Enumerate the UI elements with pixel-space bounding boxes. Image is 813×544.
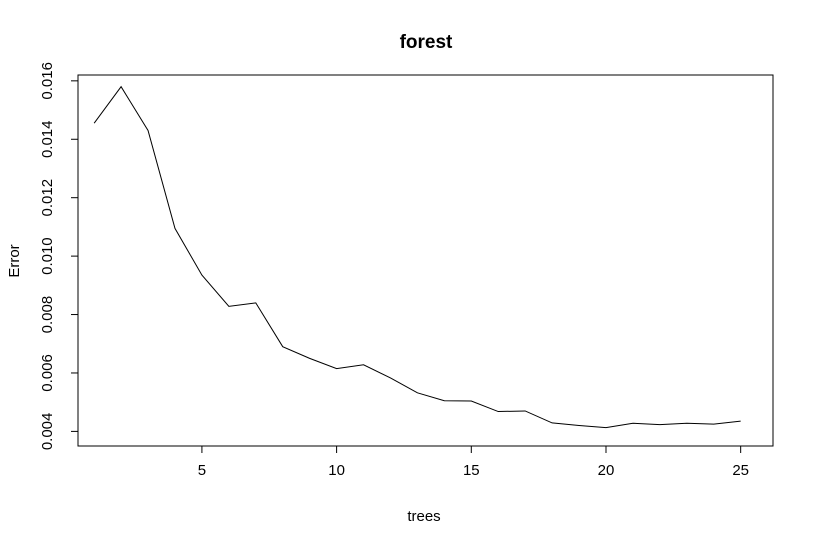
y-tick-label: 0.014: [39, 120, 56, 158]
x-tick-label: 25: [732, 462, 749, 479]
x-tick-label: 15: [463, 462, 480, 479]
x-tick-label: 20: [598, 462, 615, 479]
y-tick-label: 0.016: [39, 62, 56, 100]
y-tick-label: 0.008: [39, 296, 56, 334]
x-axis-label: trees: [407, 508, 440, 525]
x-axis: 5 10 15 20 25: [198, 445, 749, 479]
series-line-error: [93, 85, 741, 429]
chart-title: forest: [400, 32, 453, 53]
y-tick-label: 0.010: [39, 237, 56, 275]
y-tick-label: 0.006: [39, 354, 56, 392]
y-tick-label: 0.012: [39, 179, 56, 217]
plot-frame: [77, 74, 774, 447]
y-axis-label: Error: [6, 244, 23, 277]
x-tick-label: 10: [328, 462, 345, 479]
x-tick-label: 5: [198, 462, 206, 479]
y-axis: 0.004 0.006 0.008 0.010 0.012 0.014 0.016: [39, 62, 79, 451]
y-tick-label: 0.004: [39, 413, 56, 451]
